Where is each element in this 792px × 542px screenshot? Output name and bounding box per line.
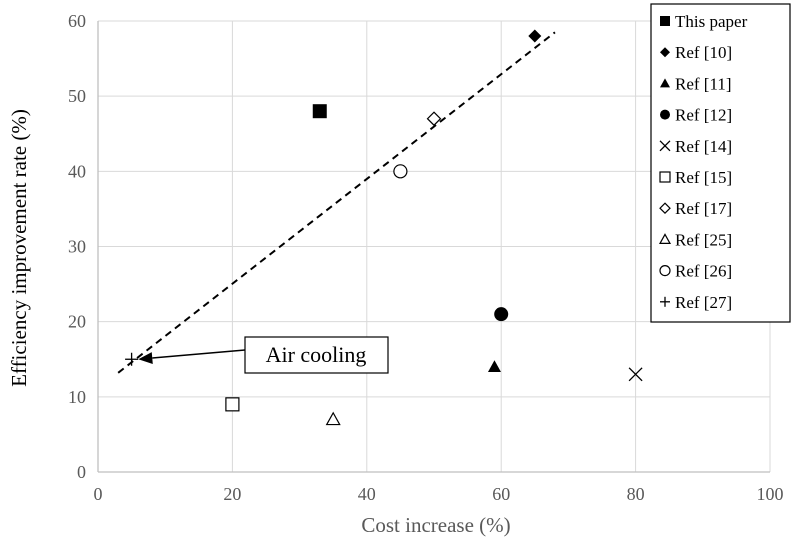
data-point-ref-10	[528, 29, 542, 43]
x-tick-label: 0	[94, 484, 103, 504]
data-point-ref-17	[426, 111, 442, 127]
legend-label: Ref [10]	[675, 43, 732, 62]
legend-label: Ref [17]	[675, 199, 732, 218]
legend-label: Ref [11]	[675, 74, 732, 93]
legend-label: Ref [25]	[675, 230, 732, 249]
legend-marker	[659, 140, 671, 152]
legend-marker	[660, 78, 670, 88]
data-point-ref-11	[487, 360, 501, 372]
legend-marker	[660, 16, 670, 26]
y-tick-label: 50	[68, 86, 86, 106]
annotation-arrow-head	[138, 352, 153, 365]
legend-box	[650, 3, 791, 323]
trendline	[117, 31, 556, 374]
trendline-group	[117, 31, 556, 374]
legend-marker	[659, 171, 671, 183]
annotation-box	[244, 336, 389, 374]
annotation-label: Air cooling	[266, 342, 367, 367]
data-point-ref-27	[125, 352, 139, 366]
legend-label: Ref [15]	[675, 168, 732, 187]
legend-label: Ref [26]	[675, 262, 732, 281]
data-point-ref-15	[225, 397, 240, 412]
legend-label: Ref [27]	[675, 293, 732, 312]
legend: This paper Ref [10] Ref [11] Ref [12] Ref [1…	[650, 3, 791, 323]
data-point-ref-12	[494, 307, 509, 322]
y-tick-label: 0	[77, 462, 86, 482]
data-point-ref-14	[628, 367, 643, 382]
legend-label: Ref [12]	[675, 106, 732, 125]
y-tick-label: 20	[68, 312, 86, 332]
legend-marker	[660, 109, 670, 120]
data-point-ref-25	[325, 411, 341, 426]
x-tick-label: 40	[358, 484, 376, 504]
legend-marker	[659, 202, 671, 215]
data-points	[125, 29, 643, 426]
y-tick-label: 40	[68, 161, 86, 181]
legend-marker	[660, 47, 670, 58]
legend-label: This paper	[675, 12, 748, 31]
legend-marker	[660, 296, 670, 307]
annotation-arrow	[152, 349, 246, 359]
legend-marker	[658, 233, 672, 244]
x-axis-title: Cost increase (%)	[361, 513, 510, 537]
axes	[97, 21, 770, 473]
y-tick-label: 10	[68, 387, 86, 407]
x-tick-label: 60	[492, 484, 510, 504]
x-tick-label: 100	[757, 484, 784, 504]
y-tick-label: 60	[68, 11, 86, 31]
tick-labels: 0 20 40 60 80 100 0 10 20 30 40 50 60	[68, 11, 784, 504]
annotation: Air cooling	[138, 336, 389, 374]
y-axis-title: Efficiency improvement rate (%)	[7, 109, 31, 387]
legend-label: Ref [14]	[675, 137, 732, 156]
y-tick-label: 30	[68, 237, 86, 257]
data-point-ref-26	[393, 164, 408, 179]
x-tick-label: 20	[223, 484, 241, 504]
x-tick-label: 80	[627, 484, 645, 504]
data-point-this-paper	[312, 104, 327, 119]
legend-marker	[659, 265, 671, 277]
